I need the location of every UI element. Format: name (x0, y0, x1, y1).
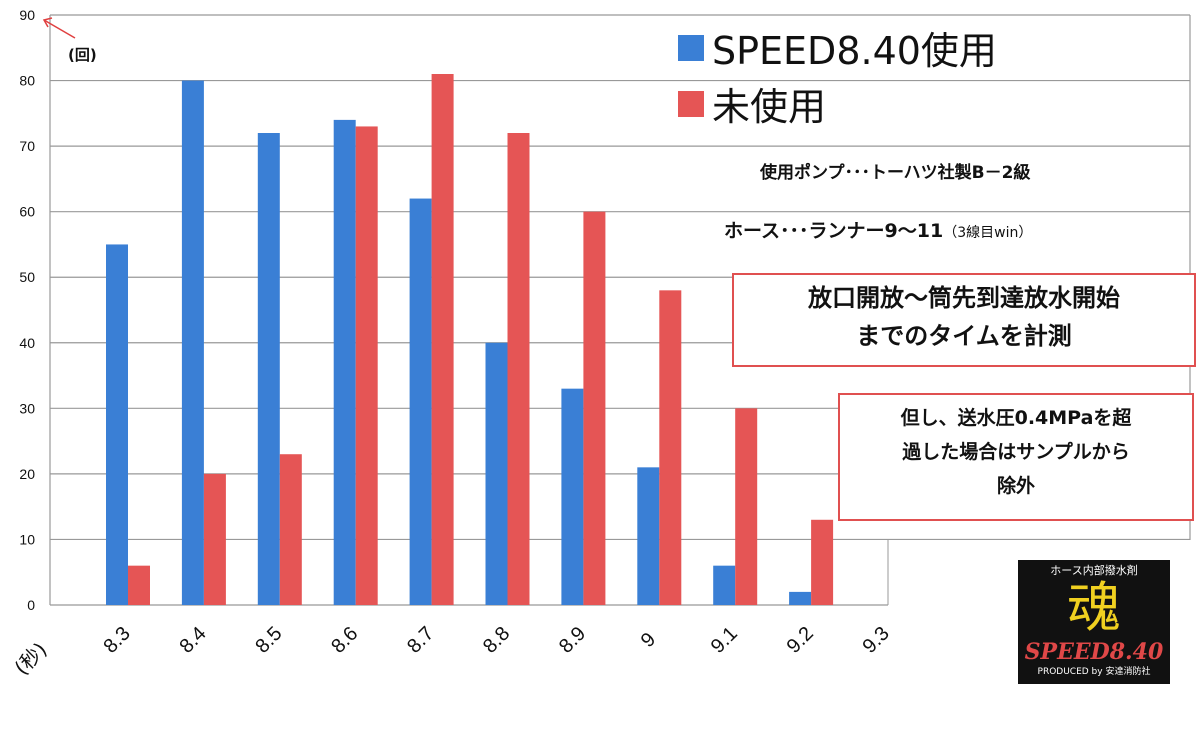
legend-swatch-red (678, 90, 704, 117)
hose-main: ホース･･･ランナー9～11 (724, 220, 944, 242)
y-tick-label: 60 (19, 204, 35, 220)
hose-note: ホース･･･ランナー9～11（3線目win） (720, 214, 1037, 245)
bar-speed (106, 244, 128, 605)
x-tick-label: 8.6 (327, 623, 362, 658)
bar-speed (789, 591, 812, 605)
bar-unused (811, 519, 834, 605)
bar-speed (637, 467, 660, 605)
y-tick-label: 30 (19, 400, 35, 416)
bar-unused (507, 133, 530, 605)
bar-unused (431, 74, 454, 605)
bar-speed (409, 198, 432, 606)
y-tick-label: 90 (19, 7, 35, 23)
bar-unused (583, 211, 606, 605)
logo-top-text: ホース内部撥水剤 (1050, 564, 1138, 577)
measurement-box: 放口開放～筒先到達放水開始 までのタイムを計測 (732, 273, 1196, 367)
measurement-line-2: までのタイムを計測 (856, 322, 1072, 350)
legend-label: 未使用 (712, 85, 827, 129)
x-axis-label: (秒) (10, 638, 52, 680)
exclusion-line-2: 過した場合はサンプルから (902, 441, 1130, 463)
hose-sub: （3線目win） (943, 225, 1033, 241)
bar-speed (181, 80, 204, 606)
bar-speed (485, 342, 508, 605)
x-tick-label: 9.3 (859, 623, 894, 658)
y-axis-label: (回) (68, 46, 97, 64)
x-tick-label: 9 (637, 628, 660, 651)
y-tick-label: 10 (19, 531, 35, 547)
bar-speed (257, 133, 280, 605)
bar-unused (128, 565, 150, 605)
logo-kanji: 魂 (1067, 576, 1121, 639)
exclusion-line-3: 除外 (996, 475, 1035, 497)
speed-840-logo: ホース内部撥水剤 魂 SPEED8.40 PRODUCED by 安達消防社 (1018, 560, 1170, 684)
bar-speed (333, 119, 356, 605)
x-tick-label: 8.4 (175, 623, 210, 658)
bar-unused (355, 126, 378, 605)
bar-unused (279, 454, 302, 605)
y-tick-label: 40 (19, 335, 35, 351)
y-tick-label: 0 (27, 597, 35, 613)
measurement-line-1: 放口開放～筒先到達放水開始 (808, 284, 1120, 312)
logo-bottom-text: PRODUCED by 安達消防社 (1037, 667, 1151, 677)
bar-unused (203, 473, 226, 605)
legend-item-speed: SPEED8.40使用 (678, 20, 997, 75)
arrow-head-icon (42, 17, 53, 28)
bar-speed (561, 388, 584, 605)
legend-swatch-blue (678, 34, 704, 61)
bar-speed (713, 565, 736, 605)
y-tick-label: 80 (19, 73, 35, 89)
bar-unused (735, 408, 758, 605)
y-tick-label: 20 (19, 466, 35, 482)
x-tick-label: 8.9 (555, 623, 590, 658)
x-tick-label: 8.3 (100, 623, 135, 658)
arrow-line (43, 19, 76, 39)
legend-label: SPEED8.40使用 (712, 29, 997, 73)
y-tick-label: 50 (19, 269, 35, 285)
bar-unused (659, 290, 682, 605)
exclusion-line-1: 但し、送水圧0.4MPaを超 (900, 407, 1132, 429)
y-tick-label: 70 (19, 138, 35, 154)
exclusion-box: 但し、送水圧0.4MPaを超 過した場合はサンプルから 除外 (838, 393, 1194, 521)
x-tick-label: 8.7 (403, 623, 438, 658)
x-tick-label: 8.8 (479, 623, 514, 658)
legend-item-unused: 未使用 (678, 76, 826, 131)
x-tick-label: 8.5 (251, 623, 286, 658)
x-tick-label: 9.1 (707, 623, 742, 658)
logo-brand: SPEED8.40 (1024, 639, 1164, 665)
x-tick-label: 9.2 (783, 623, 818, 658)
pump-note: 使用ポンプ･･･トーハツ社製B－2級 (760, 163, 1031, 183)
